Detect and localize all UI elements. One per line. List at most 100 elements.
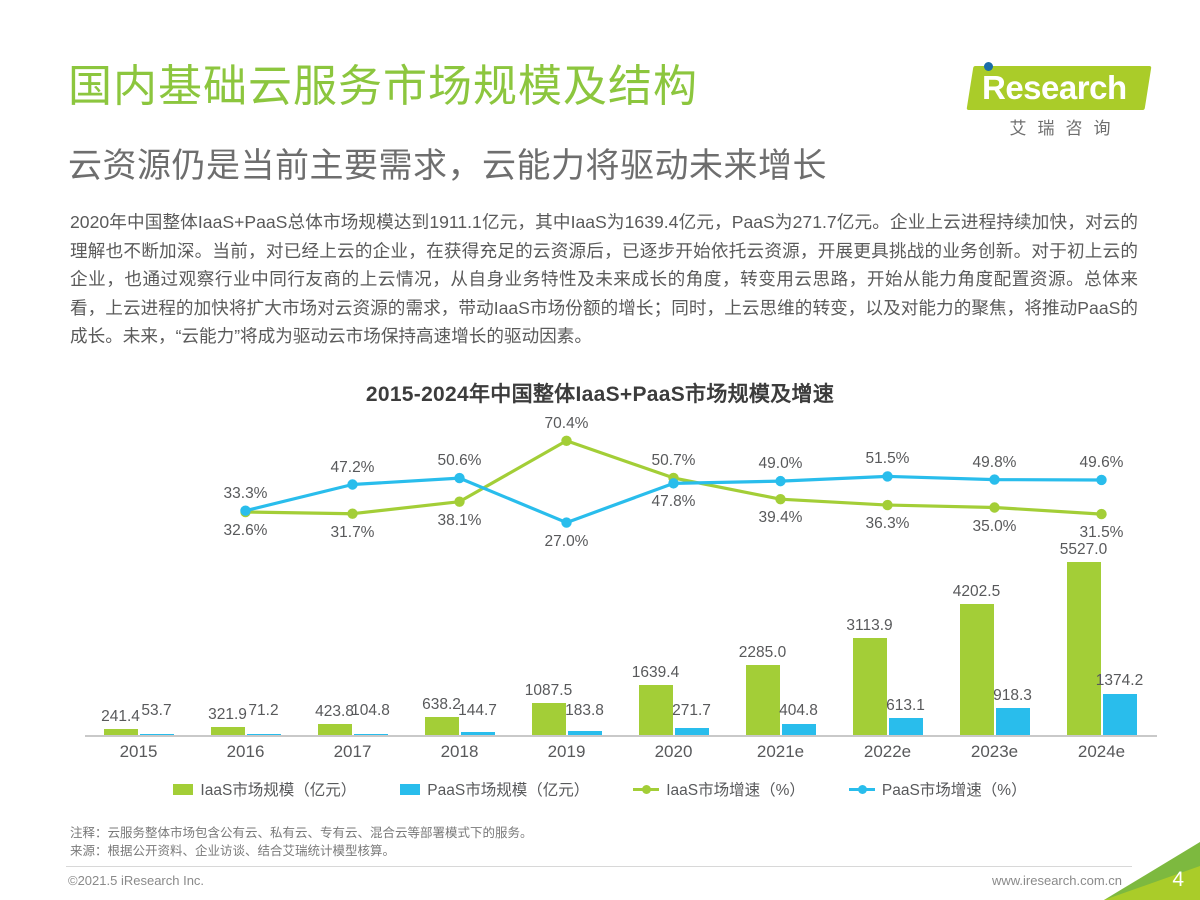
- bar-paas: [995, 707, 1030, 737]
- pct-label-paas: 47.2%: [330, 458, 375, 476]
- bar-iaas: [1066, 562, 1101, 737]
- point-iaas-growth: [882, 499, 893, 511]
- legend-item[interactable]: PaaS市场规模（亿元）: [400, 778, 589, 800]
- bar-iaas: [745, 664, 780, 737]
- x-axis-tick: 2024e: [1077, 742, 1126, 761]
- bar-label-iaas: 241.4: [101, 708, 140, 726]
- bar-label-iaas: 1639.4: [631, 664, 680, 682]
- logo-wordmark: Research: [982, 69, 1127, 106]
- legend-label: PaaS市场增速（%）: [881, 782, 1027, 799]
- pct-label-paas: 47.8%: [651, 493, 696, 511]
- point-paas-growth: [882, 471, 893, 482]
- point-paas-growth: [1096, 474, 1107, 486]
- x-axis-tick: 2023e: [970, 742, 1019, 761]
- bar-label-iaas: 3113.9: [846, 617, 893, 635]
- x-axis-tick: 2015: [119, 742, 158, 761]
- source-line: 来源：根据公开资料、企业访谈、结合艾瑞统计模型核算。: [70, 844, 396, 858]
- chart-legend: IaaS市场规模（亿元） PaaS市场规模（亿元） IaaS市场增速（%） PaaS市…: [0, 778, 1200, 800]
- note-line: 注释：云服务整体市场包含公有云、私有云、专有云、混合云等部署模式下的服务。: [70, 826, 533, 840]
- point-paas-growth: [668, 478, 679, 489]
- bar-label-paas: 613.1: [886, 696, 925, 714]
- pct-label-paas: 33.3%: [223, 484, 268, 502]
- pct-label-iaas: 35.0%: [972, 517, 1017, 535]
- bar-paas: [567, 731, 602, 737]
- point-paas-growth: [347, 479, 358, 490]
- pct-label-iaas: 31.7%: [330, 523, 375, 541]
- bar-paas: [674, 728, 709, 737]
- legend-label: IaaS市场增速（%）: [666, 782, 805, 799]
- pct-label-iaas: 38.1%: [437, 511, 482, 529]
- pct-label-paas: 51.5%: [865, 450, 910, 468]
- point-paas-growth: [989, 474, 1000, 485]
- legend-line-swatch-icon: [633, 783, 660, 795]
- legend-bar-swatch-icon: [400, 783, 421, 795]
- pct-label-paas: 27.0%: [544, 532, 589, 550]
- chart-baseline: [85, 735, 1157, 737]
- point-iaas-growth: [775, 494, 786, 505]
- bar-paas: [781, 724, 816, 737]
- legend-item[interactable]: IaaS市场增速（%）: [633, 778, 805, 800]
- point-iaas-growth: [347, 508, 358, 519]
- x-axis-tick: 2020: [654, 742, 693, 761]
- footer-website: www.iresearch.com.cn: [991, 873, 1122, 888]
- pct-label-iaas: 36.3%: [865, 515, 910, 533]
- corner-green-light-shape: [1104, 866, 1200, 900]
- point-paas-growth: [775, 475, 786, 487]
- point-paas-growth: [561, 517, 572, 528]
- point-iaas-growth: [454, 496, 465, 507]
- legend-item[interactable]: IaaS市场规模（亿元）: [173, 778, 356, 800]
- legend-item[interactable]: PaaS市场增速（%）: [848, 778, 1027, 800]
- footer-divider: [66, 866, 1132, 867]
- page-number: 4: [1172, 868, 1184, 891]
- bar-label-iaas: 5527.0: [1059, 541, 1108, 558]
- pct-label-paas: 49.6%: [1079, 453, 1124, 471]
- page-title: 国内基础云服务市场规模及结构: [68, 62, 698, 111]
- bar-label-paas: 104.8: [351, 702, 390, 719]
- bar-label-iaas: 423.8: [315, 702, 354, 720]
- x-axis-tick: 2018: [440, 742, 479, 761]
- point-iaas-growth: [989, 502, 1000, 513]
- bar-label-paas: 183.8: [565, 702, 604, 719]
- x-axis-tick: 2017: [333, 742, 372, 761]
- pct-label-paas: 50.6%: [437, 452, 482, 470]
- bar-label-iaas: 321.9: [208, 705, 247, 723]
- bar-label-iaas: 638.2: [422, 695, 461, 713]
- bar-label-iaas: 1087.5: [524, 681, 573, 699]
- footer-copyright: ©2021.5 iResearch Inc.: [68, 873, 205, 888]
- bar-iaas: [424, 716, 459, 737]
- point-iaas-growth: [1096, 508, 1107, 520]
- legend-bar-swatch-icon: [173, 783, 194, 795]
- bar-label-paas: 53.7: [141, 702, 172, 719]
- bar-iaas: [210, 726, 245, 737]
- x-axis-tick: 2021e: [756, 742, 805, 761]
- legend-line-swatch-icon: [848, 783, 875, 795]
- legend-label: IaaS市场规模（亿元）: [200, 782, 357, 799]
- point-paas-growth: [240, 505, 251, 516]
- bar-iaas: [531, 702, 566, 737]
- chart-notes: 注释：云服务整体市场包含公有云、私有云、专有云、混合云等部署模式下的服务。 来源…: [70, 824, 533, 860]
- chart-x-axis: 2015 2016 2017 2018 2019 2020 2021e 2022e 2023e 2…: [85, 742, 1157, 768]
- pct-label-iaas: 39.4%: [758, 509, 803, 527]
- pct-label-iaas: 32.6%: [223, 522, 268, 540]
- pct-label-iaas: 50.7%: [651, 451, 696, 469]
- pct-label-iaas: 31.5%: [1079, 524, 1124, 542]
- logo-chinese-name: 艾瑞咨询: [1009, 119, 1122, 138]
- bar-label-paas: 71.2: [248, 702, 279, 719]
- growth-lines-svg: [240, 435, 1107, 528]
- page-subtitle: 云资源仍是当前主要需求，云能力将驱动未来增长: [68, 147, 827, 185]
- chart-title: 2015-2024年中国整体IaaS+PaaS市场规模及增速: [365, 383, 835, 406]
- bar-iaas: [959, 603, 994, 737]
- bar-label-iaas: 2285.0: [738, 643, 787, 661]
- bar-iaas: [638, 685, 673, 737]
- bar-label-paas: 271.7: [672, 702, 711, 719]
- bar-paas: [888, 717, 923, 737]
- bar-label-paas: 144.7: [458, 702, 497, 719]
- bar-iaas: [852, 638, 887, 737]
- point-iaas-growth: [561, 435, 572, 446]
- bar-iaas: [103, 729, 138, 737]
- bar-label-iaas: 4202.5: [952, 582, 1001, 600]
- page-corner-decoration: 4: [1104, 822, 1200, 900]
- bar-iaas: [317, 723, 352, 737]
- pct-label-paas: 49.8%: [972, 453, 1017, 471]
